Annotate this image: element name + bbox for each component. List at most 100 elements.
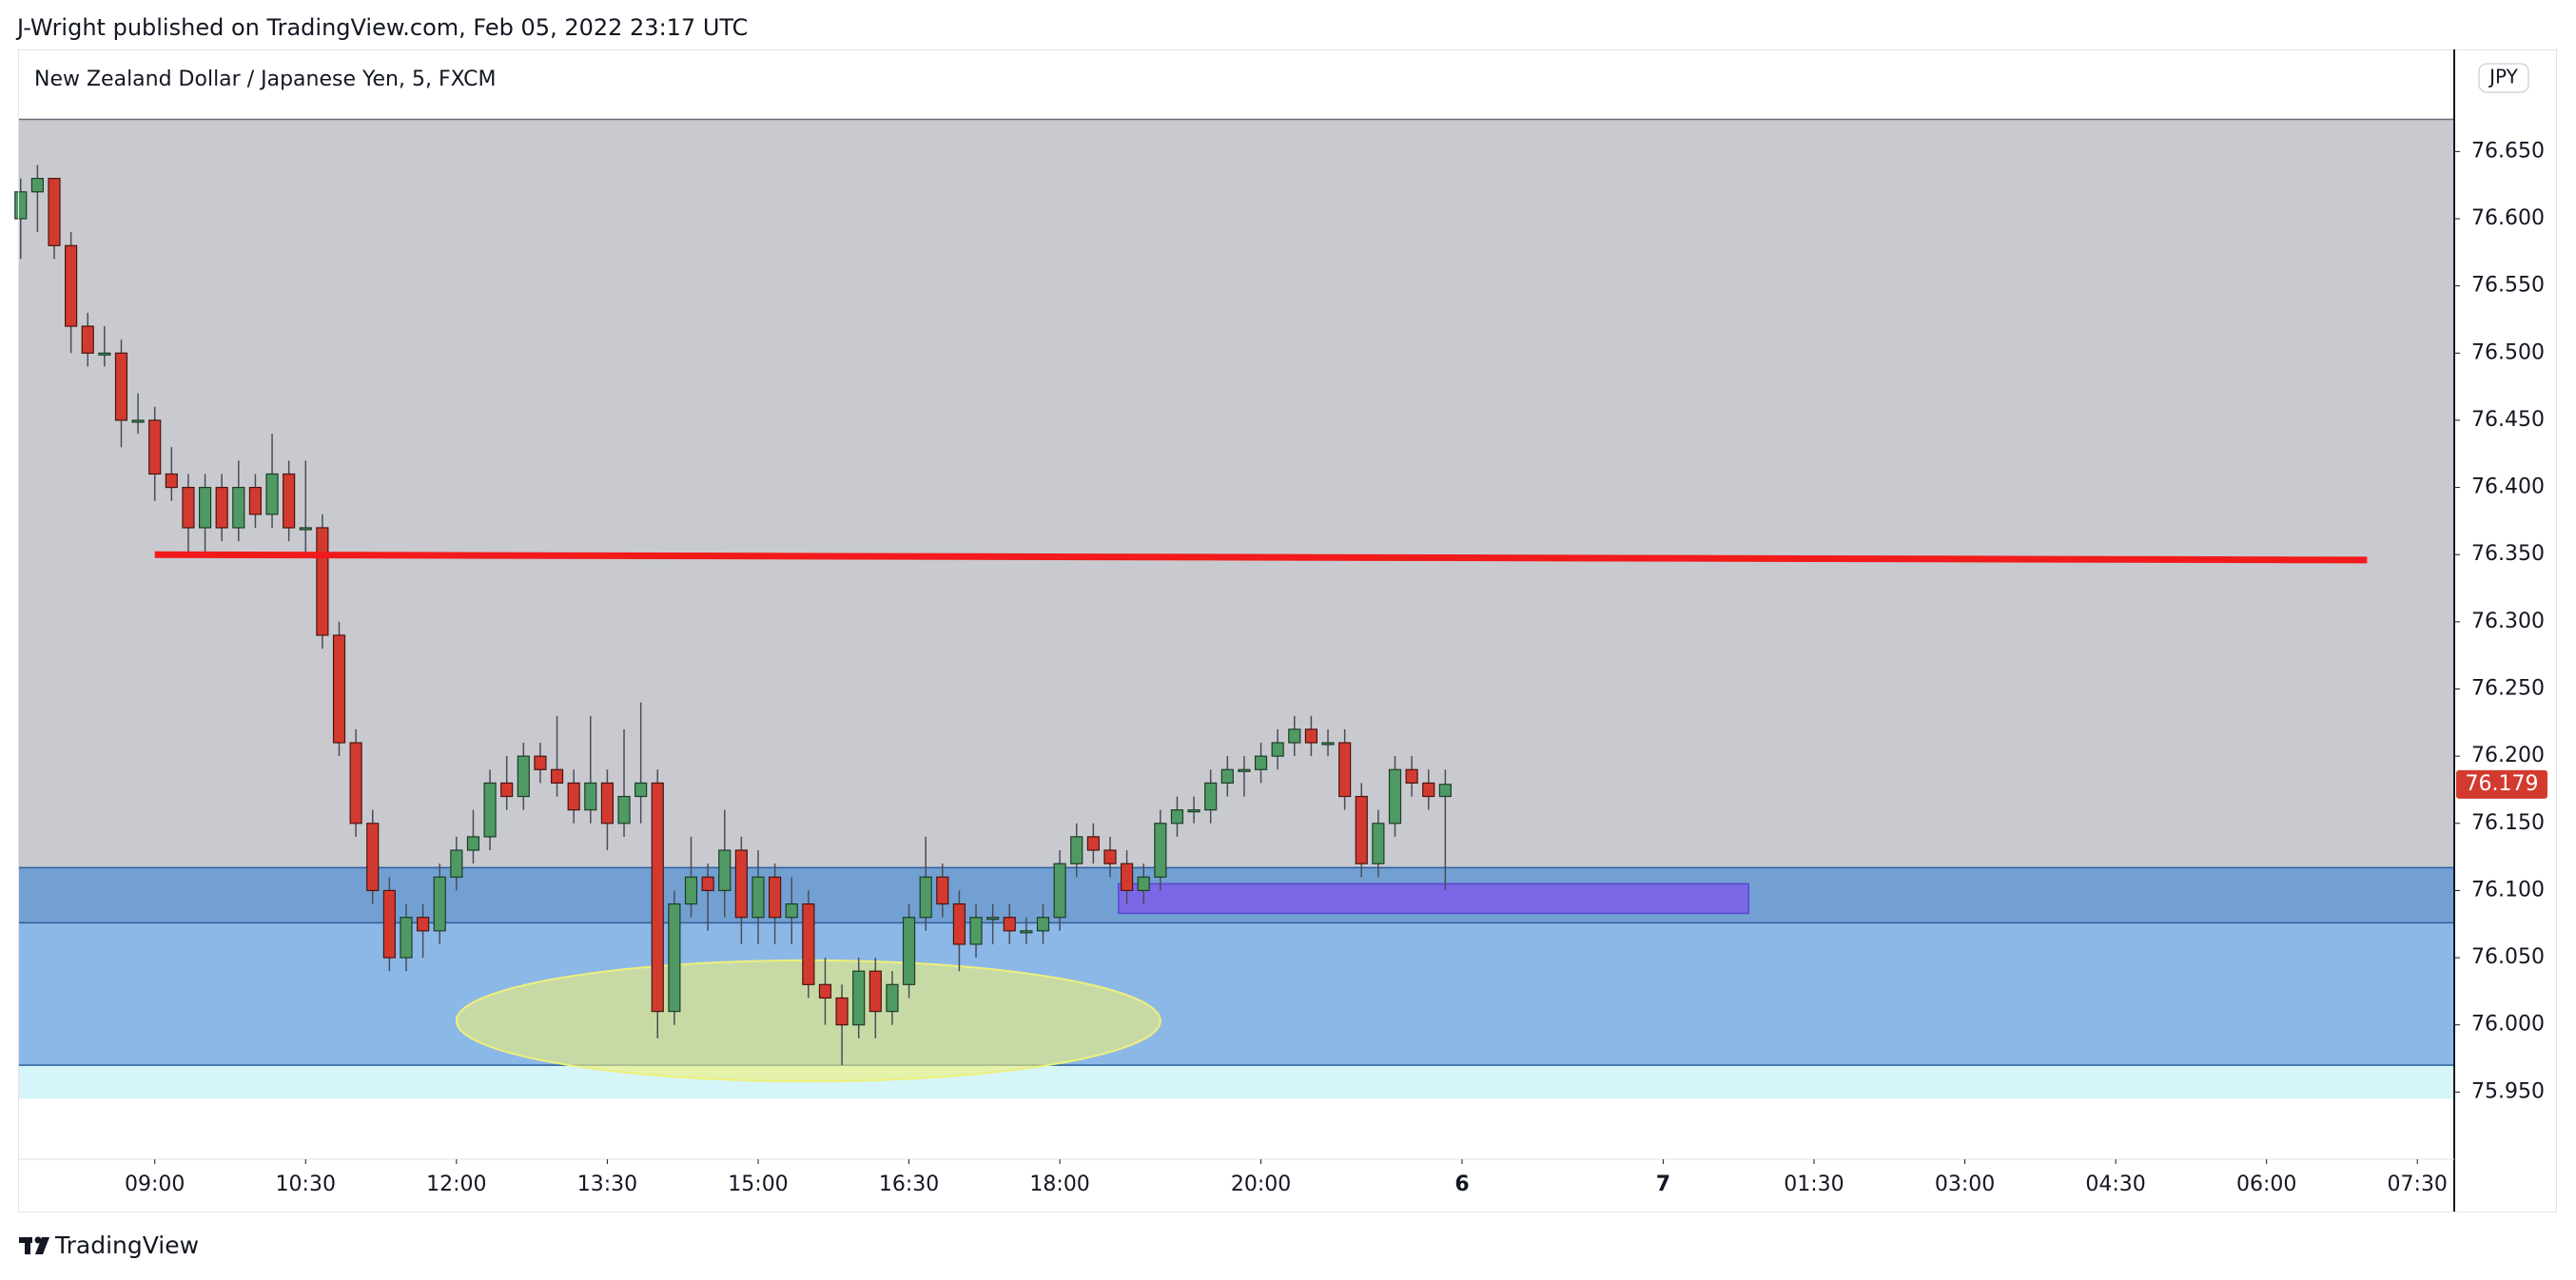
candle-body [1254, 755, 1268, 770]
x-tick-label: 16:30 [879, 1173, 939, 1196]
currency-badge[interactable] [2478, 63, 2529, 93]
candle-body [1238, 768, 1251, 772]
candle-body [902, 917, 916, 985]
candle-body [919, 876, 932, 919]
candle-body [936, 876, 949, 905]
candle-body [1070, 836, 1083, 864]
candle-body [952, 902, 966, 945]
candle-body [1321, 742, 1335, 746]
candle-body [148, 419, 162, 475]
candle-body [769, 876, 782, 919]
candle-body [634, 782, 648, 798]
x-tick-label: 10:30 [276, 1173, 336, 1196]
candle-body [165, 473, 178, 489]
chart-title: New Zealand Dollar / Japanese Yen, 5, FX… [34, 68, 496, 91]
y-tick-label: 75.950 [2471, 1079, 2545, 1103]
candle-body [668, 902, 681, 1013]
brand-logo: TradingView [19, 1232, 199, 1259]
candle-body [1304, 728, 1317, 744]
candle-body [1271, 742, 1284, 757]
logo-stem [25, 1237, 30, 1254]
candle-body [131, 419, 145, 423]
candle-body [1438, 784, 1452, 798]
candle-body [1086, 836, 1100, 851]
candle-body [584, 782, 597, 811]
candle-body [534, 755, 547, 770]
candle-body [868, 970, 882, 1013]
candle-body [450, 849, 463, 878]
chart-frame [18, 49, 2557, 1212]
x-tick-label: 04:30 [2085, 1173, 2145, 1196]
candle-body [734, 849, 748, 919]
candle-body [283, 473, 296, 529]
candle-body [182, 486, 195, 529]
x-tick-label: 09:00 [125, 1173, 185, 1196]
candle-body [1288, 728, 1301, 744]
candle-body [1355, 795, 1368, 864]
candle-body [1405, 768, 1418, 785]
publish-header: J-Wright published on TradingView.com, F… [15, 14, 748, 41]
currency-label: JPY [2488, 66, 2519, 88]
x-tick-label: 20:00 [1231, 1173, 1291, 1196]
x-tick-label: 18:00 [1029, 1173, 1089, 1196]
last-price-tag [2456, 769, 2547, 799]
candle-body [14, 191, 28, 220]
y-tick-label: 76.400 [2471, 475, 2545, 499]
zone [19, 119, 2454, 868]
candle-body [600, 782, 615, 824]
y-tick-label: 76.300 [2471, 610, 2545, 633]
candle-body [1053, 863, 1066, 919]
candle-body [517, 755, 530, 798]
candle-body [1036, 917, 1050, 932]
candle-body [1103, 849, 1117, 864]
candle-body [835, 997, 849, 1026]
candle-body [30, 178, 44, 193]
candle-body [1170, 809, 1184, 824]
candle-body [65, 244, 78, 327]
candle-body [986, 917, 1000, 921]
candle-body [1003, 917, 1016, 932]
candle-body [550, 768, 564, 785]
candle-body [1020, 930, 1033, 934]
candle-body [1121, 863, 1134, 892]
last-price-label: 76.179 [2466, 772, 2539, 796]
x-tick-label: 03:00 [1935, 1173, 1995, 1196]
candle-body [483, 782, 497, 838]
candle-body [1154, 823, 1167, 878]
y-tick-label: 76.200 [2471, 744, 2545, 767]
candle-body [198, 486, 212, 529]
x-tick-label: 01:30 [1784, 1173, 1844, 1196]
candle-body [651, 782, 664, 1013]
plot-area [14, 118, 2454, 1099]
candle-body [349, 742, 362, 824]
candle-body [500, 782, 514, 798]
x-tick-label: 15:00 [728, 1173, 788, 1196]
candle-body [1187, 809, 1200, 813]
candle-body [81, 325, 94, 354]
candle-body [417, 917, 430, 932]
candle-body [1220, 768, 1234, 785]
y-tick-label: 76.050 [2471, 945, 2545, 969]
candle-body [382, 889, 396, 959]
zone [19, 922, 2454, 1066]
candle-body [332, 634, 346, 744]
x-tick-label: 12:00 [426, 1173, 486, 1196]
y-tick-label: 76.450 [2471, 408, 2545, 432]
candle-body [852, 970, 866, 1026]
candle-body [316, 527, 329, 636]
y-tick-label: 76.250 [2471, 677, 2545, 701]
candle-body [567, 782, 580, 811]
candle-body [684, 876, 698, 905]
candle-body [215, 486, 228, 529]
x-tick-label: 07:30 [2388, 1173, 2448, 1196]
logo-wedge [35, 1237, 49, 1254]
candle-body [114, 352, 128, 421]
y-tick-label: 76.650 [2471, 139, 2545, 163]
candle-body [433, 876, 446, 932]
y-tick-label: 76.100 [2471, 878, 2545, 902]
candle-body [969, 917, 983, 945]
y-tick-label: 76.000 [2471, 1013, 2545, 1037]
candle-body [400, 917, 413, 959]
candle-body [1204, 782, 1218, 811]
